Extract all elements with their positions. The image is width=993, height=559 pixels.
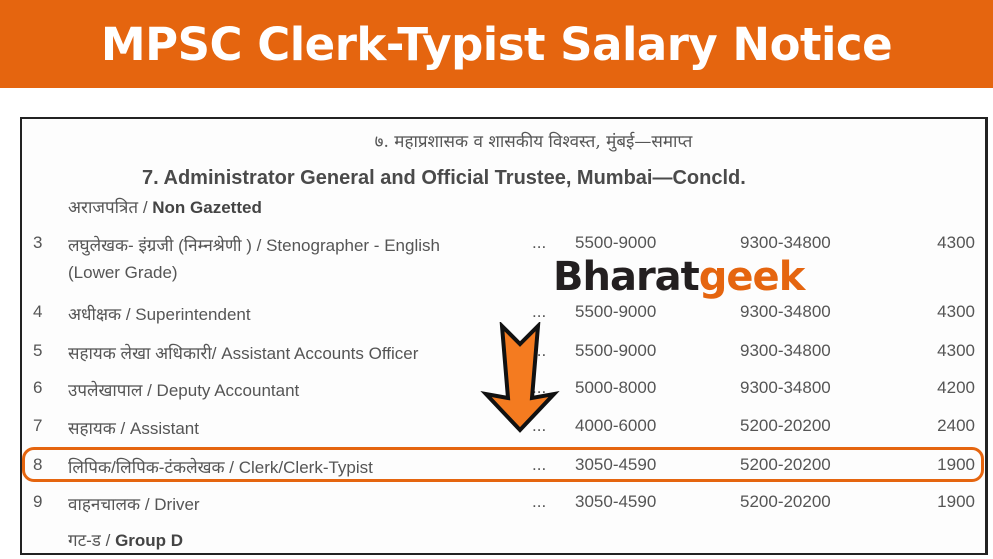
bharatgeek-logo: Bharatgeek [553,254,805,300]
table-row-highlighted: 8 लिपिक/लिपिक-टंकलेखक / Clerk/Clerk-Typis… [33,455,975,477]
section-group-d: गट-ड / Group D [68,531,184,550]
table-row: 4 अधीक्षक / Superintendent... 5500-9000 930… [33,302,975,324]
table-row: 5 सहायक लेखा अधिकारी/ Assistant Accounts … [33,341,975,363]
banner-title: MPSC Clerk-Typist Salary Notice [100,17,893,71]
heading-english: 7. Administrator General and Official Tr… [142,167,746,189]
row-continuation: (Lower Grade) [68,263,178,282]
notice-document: ७. महाप्रशासक व शासकीय विश्वस्त, मुंबई—स… [20,117,988,555]
section-non-gazetted: अराजपत्रित / Non Gazetted [68,198,262,217]
highlight-outline [22,447,984,482]
heading-marathi: ७. महाप्रशासक व शासकीय विश्वस्त, मुंबई—स… [374,132,693,152]
title-banner: MPSC Clerk-Typist Salary Notice [0,0,993,88]
table-row: 3 लघुलेखक- इंग्रजी (निम्नश्रेणी ) / Steno… [33,233,975,255]
down-arrow-icon [480,322,560,433]
table-row: 6 उपलेखापाल / Deputy Accountant... 5000-80… [33,378,975,400]
table-row: 9 वाहनचालक / Driver... 3050-4590 5200-20200… [33,492,975,514]
table-row: 7 सहायक / Assistant... 4000-6000 5200-20200… [33,416,975,438]
